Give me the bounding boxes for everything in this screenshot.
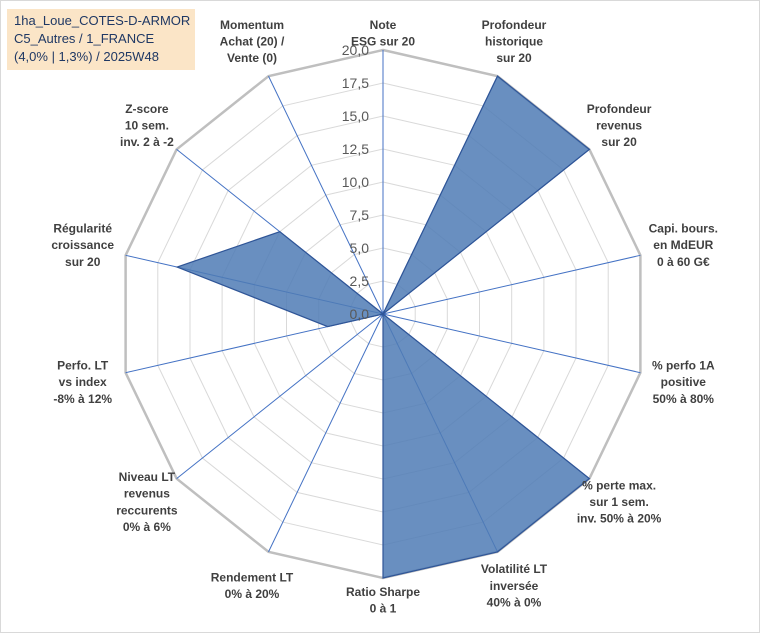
axis-label: Volatilité LT inversée 40% à 0% — [481, 562, 548, 609]
axis-label-line: 0 à 60 G€ — [657, 255, 710, 269]
spoke-line — [268, 75, 384, 315]
axis-label-line: revenus — [596, 118, 642, 132]
spoke-line — [382, 313, 641, 374]
axis-label-line: 50% à 80% — [653, 392, 715, 406]
axis-label-line: en MdEUR — [653, 238, 713, 252]
axis-label-line: Profondeur — [482, 18, 547, 32]
radar-tick-labels: 0,0 2,5 5,0 7,5 10,0 12,5 15,0 17,5 20,0 — [342, 42, 369, 322]
axis-label: Capi. bours. en MdEUR 0 à 60 G€ — [649, 222, 718, 269]
axis-label-line: Volatilité LT — [481, 562, 548, 576]
axis-label-line: Achat (20) / — [220, 35, 285, 49]
axis-label-line: Régularité — [53, 222, 112, 236]
axis-label: Ratio Sharpe 0 à 1 — [346, 585, 420, 616]
axis-label: Rendement LT 0% à 20% — [211, 571, 294, 602]
axis-label-line: 10 sem. — [125, 118, 169, 132]
axis-label-line: Capi. bours. — [649, 222, 718, 236]
axis-label-line: sur 1 sem. — [589, 495, 648, 509]
axis-label: Profondeur revenus sur 20 — [587, 102, 652, 149]
axis-label-line: positive — [661, 375, 707, 389]
axis-label-line: croissance — [51, 238, 114, 252]
spoke-line — [176, 313, 384, 479]
axis-label: Profondeur historique sur 20 — [482, 18, 547, 65]
axis-label-line: revenus — [124, 487, 170, 501]
tick-label: 10,0 — [342, 174, 369, 190]
tick-label: 12,5 — [342, 141, 369, 157]
axis-label-line: 0 à 1 — [370, 602, 397, 616]
info-line-2: C5_Autres / 1_FRANCE — [14, 31, 155, 46]
axis-label: Régularité croissance sur 20 — [51, 222, 114, 269]
axis-label-line: 0% à 6% — [123, 520, 171, 534]
radar-axis-labels: Note ESG sur 20 Profondeur historique sur 20… — [51, 18, 718, 616]
axis-label: % perfo 1A positive 50% à 80% — [652, 359, 715, 406]
series-area — [175, 75, 591, 579]
tick-label: 17,5 — [342, 75, 369, 91]
tick-label: 7,5 — [350, 207, 370, 223]
radar-series — [175, 75, 591, 579]
axis-label-line: 0% à 20% — [225, 587, 280, 601]
axis-label: % perte max. sur 1 sem. inv. 50% à 20% — [577, 478, 662, 525]
info-line-1: 1ha_Loue_COTES-D-ARMOR — [14, 13, 191, 28]
axis-label: Z-score 10 sem. inv. 2 à -2 — [120, 102, 174, 149]
axis-label-line: vs index — [59, 375, 107, 389]
axis-label-line: ESG sur 20 — [351, 34, 415, 48]
axis-label-line: % perfo 1A — [652, 359, 715, 373]
tick-label: 5,0 — [350, 240, 370, 256]
axis-label-line: historique — [485, 35, 543, 49]
axis-label-line: Rendement LT — [211, 571, 294, 585]
axis-label-line: sur 20 — [601, 135, 637, 149]
axis-label-line: -8% à 12% — [53, 392, 112, 406]
spoke-line — [382, 254, 641, 315]
axis-label-line: Z-score — [125, 102, 169, 116]
axis-label-line: inversée — [490, 579, 539, 593]
axis-label: Perfo. LT vs index -8% à 12% — [53, 359, 112, 406]
axis-label-line: inv. 50% à 20% — [577, 512, 662, 526]
axis-label-line: sur 20 — [496, 51, 532, 65]
axis-label-line: reccurents — [116, 503, 178, 517]
tick-label: 2,5 — [350, 273, 370, 289]
spoke-line — [268, 313, 384, 553]
axis-label-line: inv. 2 à -2 — [120, 135, 174, 149]
axis-label-line: Perfo. LT — [57, 359, 109, 373]
axis-label: Niveau LT revenus reccurents 0% à 6% — [116, 470, 178, 534]
axis-label-line: Profondeur — [587, 102, 652, 116]
axis-label-line: Vente (0) — [227, 51, 277, 65]
axis-label-line: 40% à 0% — [487, 595, 542, 609]
tick-label: 15,0 — [342, 108, 369, 124]
info-box: 1ha_Loue_COTES-D-ARMOR C5_Autres / 1_FRA… — [7, 9, 195, 70]
axis-label-line: Ratio Sharpe — [346, 585, 420, 599]
axis-label: Momentum Achat (20) / Vente (0) — [220, 18, 285, 65]
axis-label-line: sur 20 — [65, 255, 101, 269]
tick-label: 20,0 — [342, 42, 369, 58]
axis-label-line: % perte max. — [582, 478, 656, 492]
tick-label: 0,0 — [350, 306, 370, 322]
axis-label-line: Niveau LT — [119, 470, 176, 484]
axis-label: Note ESG sur 20 — [351, 18, 415, 49]
axis-label-line: Note — [370, 18, 397, 32]
axis-label-line: Momentum — [220, 18, 284, 32]
info-line-3: (4,0% | 1,3%) / 2025W48 — [14, 49, 160, 64]
